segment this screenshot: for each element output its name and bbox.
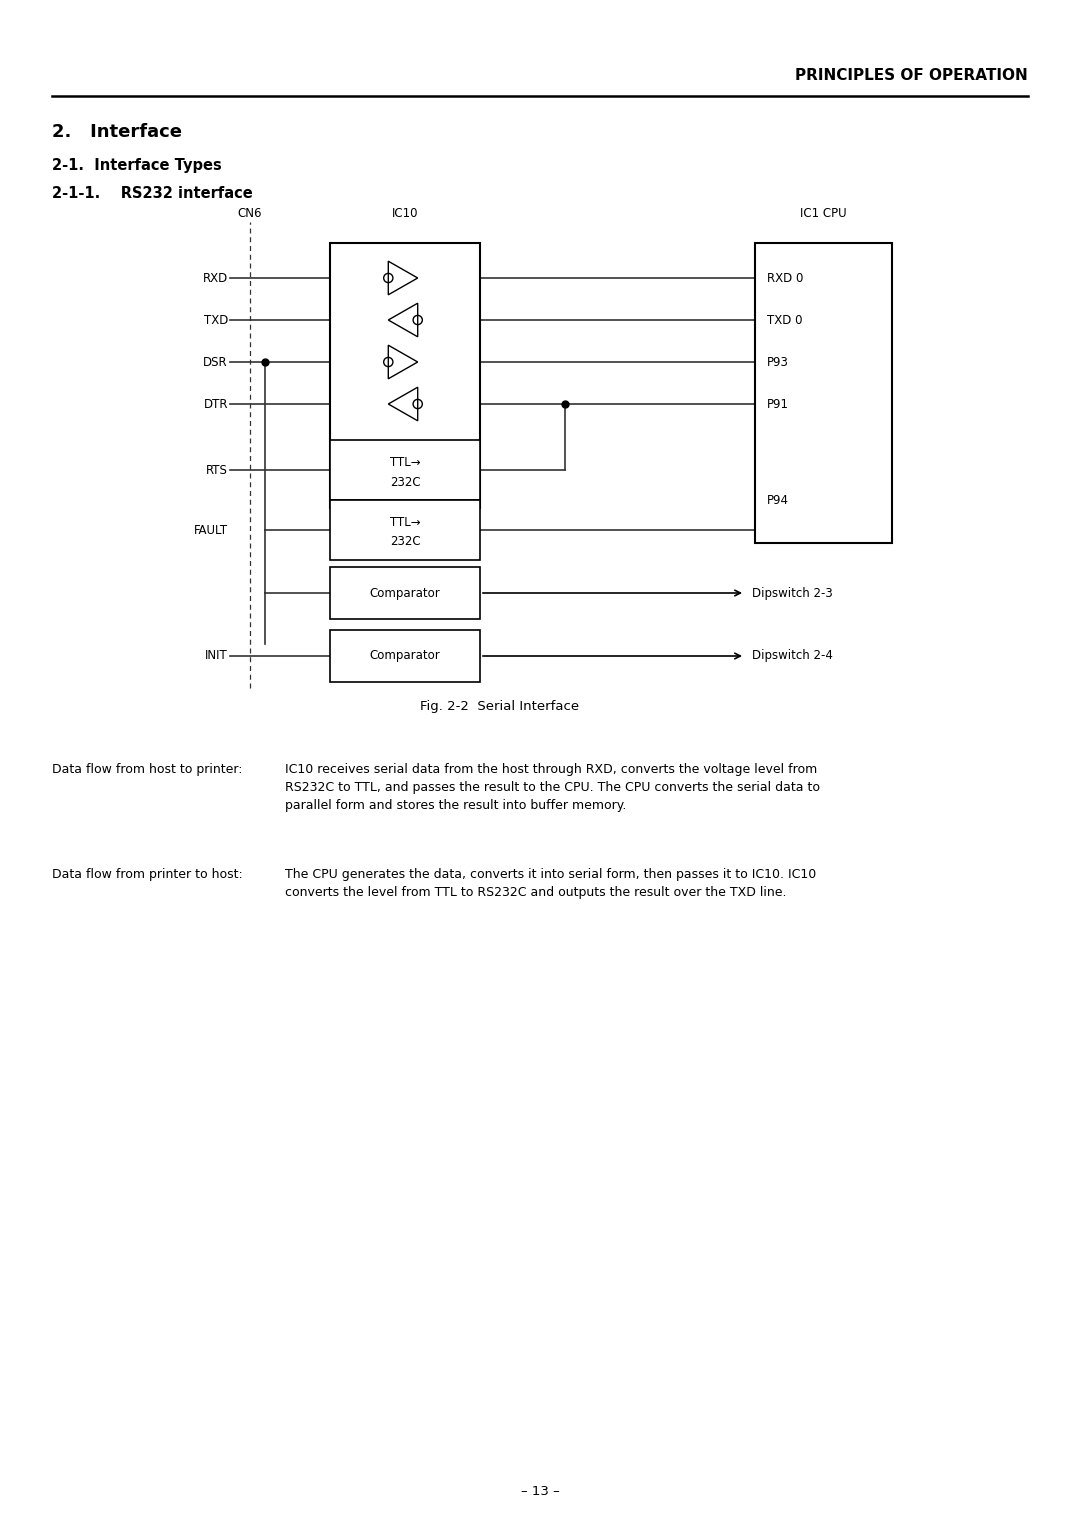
Text: Comparator: Comparator: [369, 587, 441, 599]
Text: P94: P94: [767, 494, 789, 506]
Text: 2-1.  Interface Types: 2-1. Interface Types: [52, 157, 221, 173]
Text: 2-1-1.    RS232 interface: 2-1-1. RS232 interface: [52, 186, 253, 202]
Text: P93: P93: [767, 356, 788, 368]
Text: RXD 0: RXD 0: [767, 272, 804, 284]
Bar: [330, 500, 480, 559]
Bar: [755, 243, 892, 542]
Text: DSR: DSR: [203, 356, 228, 368]
Text: Comparator: Comparator: [369, 649, 441, 663]
Bar: [330, 630, 480, 681]
Text: RTS: RTS: [206, 463, 228, 477]
Text: – 13 –: – 13 –: [521, 1485, 559, 1497]
Text: Data flow from printer to host:: Data flow from printer to host:: [52, 868, 243, 882]
Text: DTR: DTR: [203, 397, 228, 411]
Bar: [330, 243, 480, 507]
Text: ADM232LJR: ADM232LJR: [372, 518, 438, 532]
Text: TXD 0: TXD 0: [767, 313, 802, 327]
Text: INIT: INIT: [205, 649, 228, 663]
Text: 232C: 232C: [390, 535, 420, 549]
Text: Dipswitch 2-4: Dipswitch 2-4: [752, 649, 833, 663]
Text: RXD: RXD: [203, 272, 228, 284]
Text: Data flow from host to printer:: Data flow from host to printer:: [52, 762, 243, 776]
Text: P91: P91: [767, 397, 789, 411]
Text: CN6: CN6: [238, 206, 262, 220]
Text: FAULT: FAULT: [194, 524, 228, 536]
Text: Dipswitch 2-3: Dipswitch 2-3: [752, 587, 833, 599]
Text: IC10: IC10: [392, 206, 418, 220]
Text: IC1 CPU: IC1 CPU: [800, 206, 847, 220]
Text: TXD: TXD: [204, 313, 228, 327]
Text: IC10 receives serial data from the host through RXD, converts the voltage level : IC10 receives serial data from the host …: [285, 762, 820, 811]
Text: PRINCIPLES OF OPERATION: PRINCIPLES OF OPERATION: [795, 69, 1028, 83]
Text: TTL→: TTL→: [390, 457, 420, 469]
Text: 2.   Interface: 2. Interface: [52, 122, 183, 141]
Text: The CPU generates the data, converts it into serial form, then passes it to IC10: The CPU generates the data, converts it …: [285, 868, 816, 898]
Text: TTL→: TTL→: [390, 516, 420, 530]
Bar: [330, 440, 480, 500]
Bar: [330, 567, 480, 619]
Text: Fig. 2-2  Serial Interface: Fig. 2-2 Serial Interface: [420, 700, 580, 714]
Text: 232C: 232C: [390, 475, 420, 489]
